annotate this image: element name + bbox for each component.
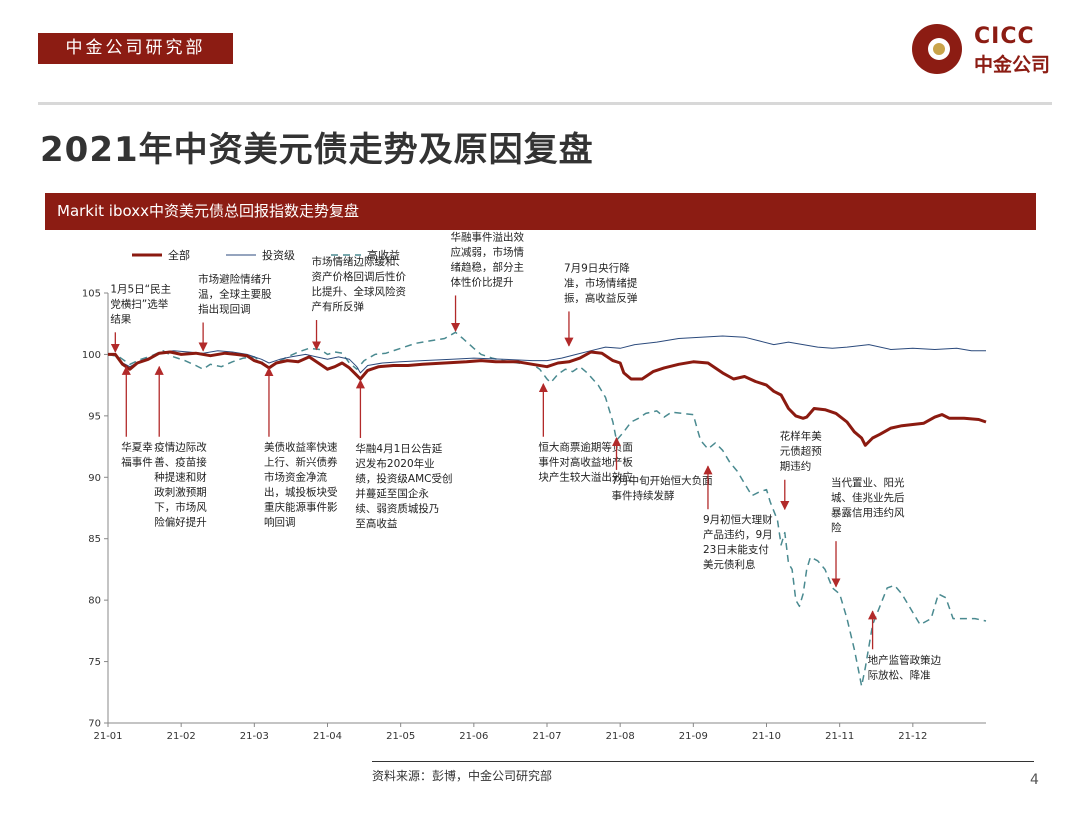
annotation-text-2: 疫情边际改 (154, 441, 207, 454)
x-tick-label: 21-03 (240, 731, 269, 742)
legend-label-1: 投资级 (262, 248, 295, 262)
legend-label-0: 全部 (168, 248, 190, 262)
annotation-text-2: 善、疫苗接 (154, 456, 207, 469)
chart-banner: Markit iboxx中资美元债总回报指数走势复盘 (45, 193, 1036, 230)
annotation-text-1: 华夏幸 (121, 441, 152, 454)
annotation-text-6: 续、弱资质城投乃 (355, 502, 439, 515)
source-note: 资料来源：彭博，中金公司研究部 (372, 769, 553, 783)
chart-banner-title: Markit iboxx中资美元债总回报指数走势复盘 (57, 202, 359, 220)
x-tick-label: 21-09 (679, 731, 708, 742)
annotation-text-2: 下，市场风 (154, 501, 207, 514)
legend-label-2: 高收益 (367, 248, 400, 262)
logo-mark-icon (912, 24, 962, 74)
x-tick-label: 21-05 (386, 731, 415, 742)
annotation-text-14: 地产监管政策边 (868, 653, 942, 666)
annotation-text-11: 9月初恒大理财 (703, 513, 773, 526)
annotation-text-5: 市场情绪边际缓和、 (312, 255, 407, 268)
page-title: 2021年中资美元债走势及原因复盘 (40, 130, 594, 170)
annotation-text-5: 资产价格回调后性价 (312, 270, 407, 283)
cicc-logo: CICC 中金公司 (912, 24, 1062, 80)
y-tick-label: 105 (82, 289, 101, 300)
annotation-text-2: 政刺激预期 (154, 486, 207, 499)
annotation-text-10: 事件持续发酵 (612, 489, 675, 502)
annotation-text-11: 23日未能支付 (703, 543, 769, 556)
annotation-text-7: 绪趋稳，部分主 (451, 260, 524, 273)
annotation-text-6: 迟发布2020年业 (355, 457, 434, 470)
annotation-text-7: 华融事件溢出效 (451, 230, 525, 243)
annotation-text-12: 花样年美 (780, 430, 822, 443)
x-tick-label: 21-10 (752, 731, 781, 742)
annotation-text-1: 福事件 (121, 456, 152, 469)
annotation-text-0: 结果 (110, 312, 131, 325)
department-tag: 中金公司研究部 (38, 33, 233, 64)
annotation-text-13: 当代置业、阳光 (831, 476, 905, 489)
annotation-text-6: 并蔓延至国企永 (355, 487, 429, 500)
annotation-text-7: 体性价比提升 (451, 275, 514, 288)
annotation-text-12: 元债超预 (780, 445, 822, 458)
y-tick-label: 100 (82, 350, 101, 361)
y-tick-label: 70 (88, 719, 101, 730)
logo-text-en: CICC (974, 24, 1035, 49)
annotation-text-2: 种提速和财 (154, 471, 207, 484)
annotation-text-4: 响回调 (264, 516, 296, 529)
annotation-text-2: 险偏好提升 (154, 516, 207, 529)
annotation-text-8: 块产生较大溢出效应 (538, 471, 633, 484)
annotation-text-11: 产品违约，9月 (703, 528, 773, 541)
x-tick-label: 21-01 (93, 731, 122, 742)
annotation-text-3: 温，全球主要股 (198, 287, 272, 300)
x-tick-label: 21-08 (606, 731, 635, 742)
header-divider (38, 102, 1052, 105)
annotation-text-3: 指出现回调 (198, 302, 251, 315)
annotation-text-12: 期违约 (780, 460, 812, 473)
annotation-text-0: 党横扫”选举 (110, 297, 168, 310)
y-tick-label: 80 (88, 596, 101, 607)
y-tick-label: 95 (88, 411, 101, 422)
x-tick-label: 21-02 (167, 731, 196, 742)
annotation-text-6: 华融4月1日公告延 (355, 442, 442, 455)
annotation-text-4: 市场资金净流 (264, 471, 327, 484)
x-tick-label: 21-06 (459, 731, 488, 742)
annotation-text-3: 市场避险情绪升 (198, 272, 272, 285)
x-tick-label: 21-11 (825, 731, 854, 742)
annotation-text-13: 暴露信用违约风 (831, 506, 905, 519)
annotation-text-8: 恒大商票逾期等负面 (538, 441, 633, 454)
x-tick-label: 21-12 (898, 731, 927, 742)
annotation-text-13: 险 (831, 521, 842, 534)
source-divider (372, 761, 1034, 762)
annotation-text-4: 出，城投板块受 (264, 486, 338, 499)
annotation-text-6: 至高收益 (355, 517, 397, 530)
annotation-text-8: 事件对高收益地产板 (538, 456, 633, 469)
annotation-text-4: 重庆能源事件影 (264, 501, 338, 514)
annotation-text-9: 准，市场情绪提 (564, 276, 638, 289)
x-tick-label: 21-04 (313, 731, 342, 742)
annotation-text-11: 美元债利息 (703, 558, 756, 571)
annotation-text-14: 际放松、降准 (868, 668, 931, 681)
x-tick-label: 21-07 (532, 731, 561, 742)
annotation-text-4: 上行、新兴债券 (264, 456, 338, 469)
annotation-text-6: 绩，投资级AMC受创 (355, 472, 452, 485)
series-line-1 (108, 335, 986, 374)
y-tick-label: 90 (88, 473, 101, 484)
annotation-text-9: 振，高收益反弹 (564, 291, 638, 304)
annotation-text-7: 应减弱，市场情 (451, 245, 525, 258)
y-tick-label: 75 (88, 657, 101, 668)
annotation-text-0: 1月5日“民主 (110, 283, 171, 295)
annotation-text-5: 比提升、全球风险资 (312, 285, 407, 298)
annotation-text-5: 产有所反弹 (312, 300, 365, 313)
annotation-text-10: 7月中旬开始恒大负面 (612, 474, 713, 487)
annotation-text-4: 美债收益率快速 (264, 441, 338, 454)
series-line-0 (108, 350, 987, 447)
page-number: 4 (1030, 772, 1039, 788)
annotation-text-9: 7月9日央行降 (564, 261, 630, 274)
annotation-text-13: 城、佳兆业先后 (831, 491, 905, 504)
y-tick-label: 85 (88, 534, 101, 545)
logo-text-cn: 中金公司 (974, 54, 1051, 76)
